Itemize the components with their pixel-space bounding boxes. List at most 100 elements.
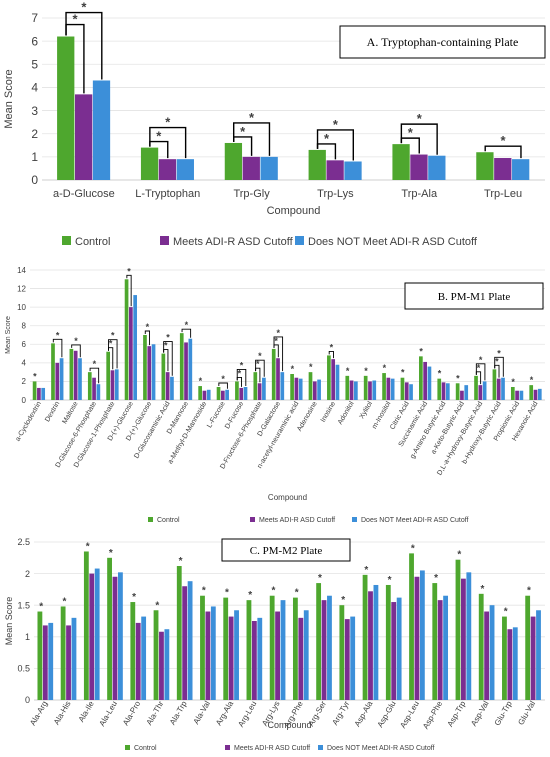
- significance-star: *: [56, 330, 60, 340]
- bar-control: [363, 375, 368, 400]
- significance-bracket: [484, 145, 522, 159]
- x-tick-label: Asp-Val: [469, 699, 491, 727]
- legend-label: Control: [75, 236, 110, 248]
- bar-control: [246, 600, 252, 700]
- bar-not-meets-cutoff: [78, 358, 82, 400]
- bar-meets-cutoff: [242, 156, 260, 180]
- bar-control: [455, 383, 460, 400]
- x-tick-label: Asp-Ala: [353, 699, 375, 728]
- significance-star: *: [132, 592, 136, 603]
- bar-meets-cutoff: [312, 381, 317, 400]
- x-tick-label: Ala-Val: [192, 699, 213, 726]
- bar-control: [327, 355, 331, 400]
- significance-bracket: [89, 367, 100, 384]
- legend-swatch: [62, 236, 71, 245]
- significance-star: *: [495, 356, 499, 366]
- bar-not-meets-cutoff: [327, 595, 332, 700]
- bar-meets-cutoff: [404, 382, 409, 400]
- bar-not-meets-cutoff: [464, 385, 469, 400]
- bar-not-meets-cutoff: [536, 610, 541, 700]
- y-tick-label: 7: [31, 11, 38, 25]
- significance-star: *: [364, 565, 368, 576]
- bar-meets-cutoff: [478, 385, 483, 400]
- bar-not-meets-cutoff: [501, 377, 505, 400]
- bar-control: [51, 343, 55, 400]
- x-tick-label: Asp-Leu: [398, 700, 421, 730]
- bar-meets-cutoff: [251, 621, 257, 700]
- bar-not-meets-cutoff: [133, 295, 137, 400]
- bar-not-meets-cutoff: [512, 627, 518, 700]
- bar-meets-cutoff: [460, 390, 464, 400]
- bar-meets-cutoff: [321, 600, 327, 700]
- significance-bracket: [328, 350, 334, 359]
- bar-meets-cutoff: [391, 602, 397, 700]
- bar-meets-cutoff: [165, 372, 170, 400]
- significance-star: *: [164, 341, 168, 351]
- significance-star: *: [309, 362, 313, 372]
- significance-star: *: [248, 590, 252, 601]
- y-tick-label: 1: [25, 632, 30, 642]
- bar-meets-cutoff: [423, 361, 427, 400]
- y-tick-label: 0: [25, 695, 30, 705]
- significance-star: *: [457, 550, 461, 561]
- bar-control: [37, 611, 43, 700]
- bar-meets-cutoff: [294, 377, 299, 400]
- bar-control: [474, 375, 478, 400]
- x-tick-label: Asp-Glu: [376, 700, 398, 730]
- significance-star: *: [166, 333, 170, 343]
- significance-bracket: [316, 129, 355, 161]
- bar-not-meets-cutoff: [234, 610, 239, 700]
- significance-star: *: [256, 359, 260, 369]
- legend-label: Meets ADI-R ASD Cutoff: [234, 745, 310, 752]
- bar-meets-cutoff: [331, 359, 336, 400]
- bar-not-meets-cutoff: [262, 377, 266, 400]
- significance-star: *: [225, 588, 229, 599]
- x-tick-label: a-D-Glucose: [53, 188, 115, 200]
- bar-not-meets-cutoff: [390, 378, 395, 400]
- bar-control: [87, 372, 92, 400]
- x-tick-label: Arg-Leu: [236, 700, 258, 729]
- bar-control: [316, 583, 322, 700]
- bar-not-meets-cutoff: [303, 610, 309, 700]
- bar-not-meets-cutoff: [537, 388, 542, 400]
- bar-meets-cutoff: [205, 611, 211, 700]
- significance-star: *: [109, 339, 113, 349]
- bar-meets-cutoff: [460, 578, 466, 700]
- bar-control: [290, 374, 294, 400]
- legend-label: Does NOT Meet ADI-R ASD Cutoff: [361, 517, 469, 524]
- x-tick-label: Asp-Trp: [446, 699, 468, 728]
- x-tick-label: Trp-Lys: [317, 188, 354, 200]
- significance-bracket: [400, 123, 438, 155]
- significance-star: *: [74, 336, 78, 346]
- bar-not-meets-cutoff: [445, 383, 450, 400]
- significance-star: *: [165, 115, 171, 130]
- significance-star: *: [179, 556, 183, 567]
- bar-meets-cutoff: [184, 342, 188, 400]
- bar-not-meets-cutoff: [187, 581, 193, 700]
- x-tick-label: Arg-Tyr: [330, 699, 351, 727]
- significance-star: *: [93, 359, 97, 369]
- significance-bracket: [108, 339, 118, 369]
- legend-swatch: [318, 745, 323, 750]
- x-axis-label: Compound: [267, 205, 321, 217]
- bar-not-meets-cutoff: [96, 384, 101, 400]
- bar-control: [529, 385, 534, 400]
- bar-not-meets-cutoff: [59, 358, 64, 400]
- bar-not-meets-cutoff: [48, 622, 54, 700]
- bar-not-meets-cutoff: [164, 629, 170, 700]
- significance-bracket: [475, 363, 486, 381]
- x-axis-label: Compound: [268, 493, 307, 502]
- legend-swatch: [160, 236, 169, 245]
- significance-bracket: [144, 330, 151, 346]
- significance-star: *: [33, 371, 37, 381]
- x-tick-label: L-Tryptophan: [135, 188, 200, 200]
- bar-meets-cutoff: [42, 625, 48, 700]
- bar-meets-cutoff: [66, 625, 71, 700]
- bar-control: [32, 381, 37, 400]
- bar-not-meets-cutoff: [317, 379, 321, 400]
- x-tick-label: Ala-Pro: [121, 699, 142, 727]
- x-axis-label: Compound: [267, 720, 311, 730]
- bar-meets-cutoff: [349, 380, 354, 400]
- bar-meets-cutoff: [112, 576, 118, 700]
